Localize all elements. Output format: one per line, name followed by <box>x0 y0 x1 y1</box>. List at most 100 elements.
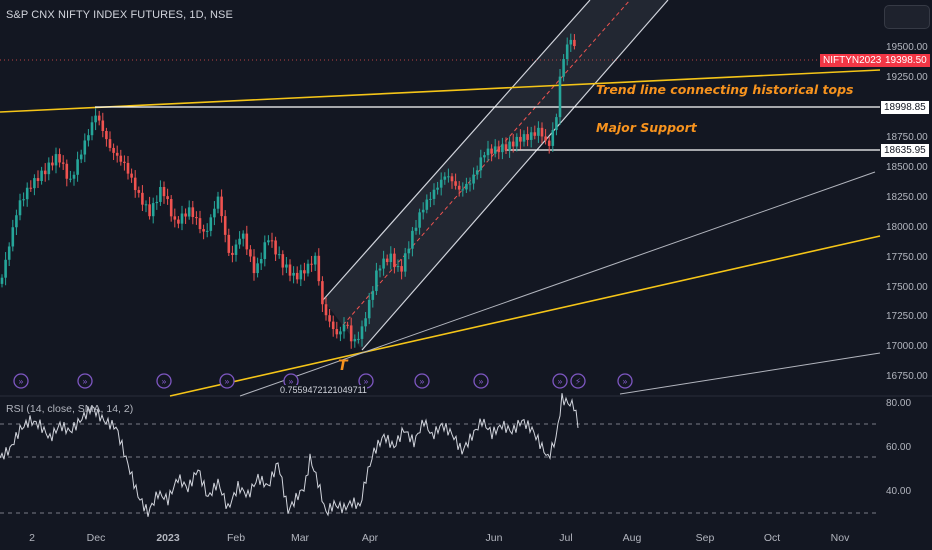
resistance-level-badge: 18998.85 <box>880 100 930 115</box>
price-axis[interactable]: 19500.0019250.0019000.0018750.0018500.00… <box>886 42 928 382</box>
time-tick-label: Sep <box>696 532 715 544</box>
candle-body <box>51 162 54 166</box>
event-glyph: » <box>161 378 167 388</box>
candle-body <box>58 154 61 163</box>
candle-body <box>115 152 119 156</box>
dividend-event-icon <box>77 373 93 389</box>
candle-body <box>83 140 87 155</box>
channel-median-line <box>342 0 631 326</box>
candle-body <box>274 240 277 255</box>
candle-body <box>33 178 36 189</box>
channel-upper-line <box>322 0 591 301</box>
candle-body <box>357 338 360 340</box>
candle-body <box>306 263 310 274</box>
candle-body <box>285 264 288 268</box>
trend-channel-fill <box>323 0 668 350</box>
rsi-legend[interactable]: RSI (14, close, SMA, 14, 2) <box>6 403 134 415</box>
candle-body <box>504 144 508 151</box>
candle-body <box>231 252 234 255</box>
candle-body <box>119 155 123 162</box>
candle-body <box>29 187 33 189</box>
candle-body <box>324 304 328 316</box>
candle-body <box>4 259 7 278</box>
candle-body <box>457 185 461 190</box>
candle-body <box>411 230 414 249</box>
stray-value-label: 0.7559472121049711 <box>280 385 367 395</box>
candle-body <box>177 219 180 224</box>
candle-body <box>187 207 191 217</box>
candle-body <box>252 256 256 274</box>
candle-body <box>47 162 51 175</box>
price-tick-label: 16750.00 <box>886 371 928 382</box>
candle-body <box>551 130 555 146</box>
trendline-annotation: Trend line connecting historical tops <box>596 82 854 97</box>
candle-body <box>108 139 112 148</box>
time-tick-label: Nov <box>831 532 850 544</box>
header-menu-button[interactable] <box>884 5 930 29</box>
rsi-pane: 80.00 60.00 40.00 <box>0 393 911 517</box>
price-tick-label: 17500.00 <box>886 282 928 293</box>
candle-body <box>162 186 166 197</box>
candle-body <box>259 259 263 264</box>
candle-body <box>155 201 159 204</box>
drawing-overlays <box>0 0 881 397</box>
candle-body <box>277 254 281 256</box>
price-tick-label: 17250.00 <box>886 311 928 322</box>
candle-body <box>238 238 241 245</box>
candle-body <box>562 59 565 77</box>
candle-body <box>76 159 79 175</box>
candle-body <box>321 281 324 305</box>
candle-body <box>544 136 547 141</box>
candle-body <box>137 190 141 193</box>
lower-trendline <box>169 235 881 397</box>
last-price-badge: 19398.50 <box>882 54 930 67</box>
candle-body <box>508 141 511 151</box>
candle-body <box>205 230 209 232</box>
candle-body <box>421 209 425 213</box>
candle-body <box>353 338 357 342</box>
lightning-icon <box>570 373 586 389</box>
fan-line-lower <box>619 352 881 395</box>
price-tick-label: 17000.00 <box>886 341 928 352</box>
candle-body <box>223 216 227 235</box>
candle-body <box>565 44 569 60</box>
fan-line-upper <box>239 171 876 397</box>
candle-body <box>270 240 274 242</box>
event-markers[interactable]: » » » » » » » » » ⚡ » <box>13 373 633 389</box>
candle-body <box>202 229 205 232</box>
candle-body <box>339 331 342 335</box>
candle-body <box>486 148 490 156</box>
candle-body <box>159 186 162 202</box>
candle-body <box>547 140 551 146</box>
candle-body <box>198 218 202 230</box>
candle-body <box>234 244 238 255</box>
candle-body <box>364 318 367 327</box>
candle-body <box>72 174 76 179</box>
candle-body <box>407 248 411 254</box>
candle-body <box>61 162 65 164</box>
candle-body <box>227 234 231 253</box>
marker-t-annotation: T <box>338 358 348 374</box>
dividend-event-icon <box>13 373 29 389</box>
price-tick-label: 19250.00 <box>886 72 928 83</box>
candle-body <box>497 146 501 153</box>
candle-body <box>447 176 450 178</box>
time-axis[interactable]: 2 Dec 2023 Feb Mar Apr Jun Jul Aug Sep Oct Nov <box>29 532 850 544</box>
candle-body <box>310 263 313 265</box>
candle-body <box>367 299 371 319</box>
time-tick-label: Jul <box>559 532 572 544</box>
event-glyph: » <box>557 378 563 388</box>
candle-body <box>483 155 486 158</box>
candle-body <box>263 242 267 260</box>
support-annotation: Major Support <box>596 120 697 135</box>
symbol-header[interactable]: S&P CNX NIFTY INDEX FUTURES, 1D, NSE <box>6 9 233 21</box>
candle-body <box>519 136 522 142</box>
event-glyph: ⚡ <box>575 378 581 388</box>
candle-body <box>573 39 576 47</box>
candle-body <box>382 258 385 269</box>
candle-body <box>180 213 184 224</box>
candle-body <box>537 127 540 136</box>
candle-body <box>317 255 321 282</box>
event-glyph: » <box>419 378 425 388</box>
